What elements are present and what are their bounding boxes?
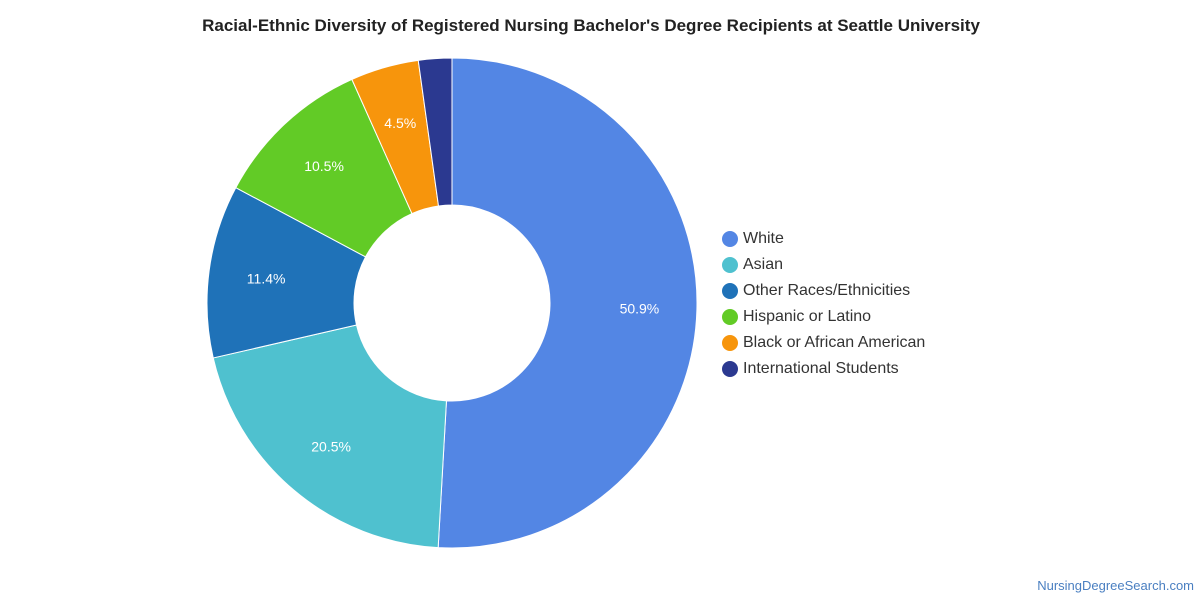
slice-international-students[interactable] — [417, 57, 453, 207]
data-label-black-or-african-american: 4.5% — [384, 115, 416, 131]
legend-item[interactable]: Hispanic or Latino — [722, 304, 925, 330]
legend-label: Asian — [743, 256, 784, 273]
data-label-white: 50.9% — [620, 300, 660, 316]
legend-swatch-icon — [722, 361, 738, 377]
legend-swatch-icon — [722, 283, 738, 299]
legend-swatch-icon — [722, 257, 738, 273]
slice-asian[interactable] — [212, 324, 447, 549]
chart-legend: White Asian Other Races/Ethnicities Hispani… — [722, 226, 925, 382]
legend-label: Black or African American — [743, 334, 926, 351]
legend-swatch-icon — [722, 231, 738, 247]
legend-item[interactable]: Other Races/Ethnicities — [722, 278, 925, 304]
chart-title: Racial-Ethnic Diversity of Registered Nu… — [202, 16, 980, 35]
source-link[interactable]: NursingDegreeSearch.com — [1037, 578, 1194, 593]
legend-item[interactable]: White — [722, 226, 925, 252]
slice-other-races-ethnicities[interactable] — [206, 187, 367, 359]
legend-swatch-icon — [722, 309, 738, 325]
slice-white[interactable] — [437, 57, 698, 549]
data-label-asian: 20.5% — [311, 438, 351, 454]
data-label-hispanic-or-latino: 10.5% — [304, 158, 344, 174]
legend-swatch-icon — [722, 335, 738, 351]
legend-item[interactable]: International Students — [722, 356, 925, 382]
legend-label: Hispanic or Latino — [743, 308, 872, 325]
legend-label: Other Races/Ethnicities — [743, 282, 911, 299]
legend-item[interactable]: Asian — [722, 252, 925, 278]
data-label-other-races-ethnicities: 11.4% — [247, 270, 286, 286]
legend-label: White — [743, 230, 784, 247]
legend-item[interactable]: Black or African American — [722, 330, 925, 356]
slice-hispanic-or-latino[interactable] — [235, 78, 413, 258]
legend-label: International Students — [743, 360, 899, 377]
